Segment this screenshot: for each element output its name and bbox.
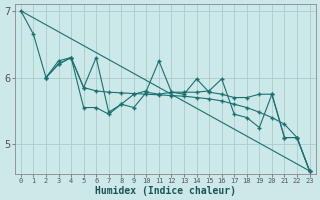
X-axis label: Humidex (Indice chaleur): Humidex (Indice chaleur) [95, 186, 236, 196]
